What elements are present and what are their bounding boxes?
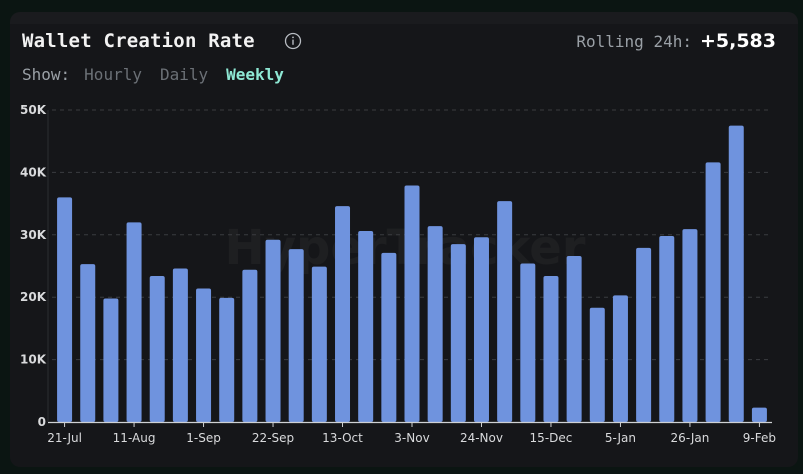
x-tick-label: 13-Oct [322, 431, 363, 445]
x-tick-label: 22-Sep [252, 431, 294, 445]
y-tick-label: 30K [20, 228, 47, 242]
card-header: Wallet Creation Rate Rolling 24h: +5,583 [22, 30, 776, 58]
x-tick-label: 1-Sep [186, 431, 221, 445]
y-tick-label: 10K [20, 353, 47, 367]
y-tick-label: 0 [38, 415, 46, 429]
bar-28-Jul[interactable] [80, 264, 96, 422]
info-icon[interactable] [284, 32, 302, 50]
option-hourly[interactable]: Hourly [84, 65, 142, 84]
option-weekly[interactable]: Weekly [226, 65, 284, 84]
bar-13-Oct[interactable] [335, 206, 351, 422]
chart-card: Wallet Creation Rate Rolling 24h: +5,583… [10, 12, 798, 467]
bar-17-Nov[interactable] [450, 244, 466, 422]
x-axis: 21-Jul 11-Aug 1-Sep 22-Sep 13-Oct 3-Nov 24-Nov… [47, 110, 776, 445]
x-tick-label: 26-Jan [671, 431, 710, 445]
x-tick-label: 9-Feb [743, 431, 776, 445]
bar-15-Dec[interactable] [543, 275, 559, 422]
bar-5-Jan[interactable] [612, 295, 628, 422]
bar-15-Sep[interactable] [242, 269, 258, 422]
y-tick-label: 50K [20, 103, 47, 117]
bar-3-Nov[interactable] [404, 185, 420, 422]
bar-1-Sep[interactable] [196, 288, 212, 422]
bar-9-Feb-prev[interactable] [728, 125, 744, 422]
bar-4-Aug[interactable] [103, 298, 119, 422]
bar-27-Oct[interactable] [381, 252, 397, 422]
bar-1-Dec[interactable] [497, 201, 513, 422]
bar-9-Feb[interactable] [751, 407, 767, 422]
bar-19-Jan[interactable] [659, 236, 675, 422]
bar-22-Sep[interactable] [265, 239, 281, 422]
option-daily[interactable]: Daily [159, 65, 209, 84]
x-tick-label: 21-Jul [47, 431, 82, 445]
timeframe-selector: Show: Hourly Daily Weekly [22, 65, 284, 84]
x-tick-label: 24-Nov [460, 431, 503, 445]
bar-21-Jul[interactable] [57, 197, 73, 422]
bar-26-Jan[interactable] [682, 229, 698, 422]
bar-2-Feb[interactable] [705, 162, 721, 422]
bar-29-Dec[interactable] [589, 307, 605, 422]
bars [57, 125, 767, 422]
bar-8-Dec[interactable] [520, 263, 536, 422]
bar-11-Aug[interactable] [126, 222, 142, 422]
bar-8-Sep[interactable] [219, 297, 235, 422]
rolling-24h: Rolling 24h: +5,583 [576, 30, 776, 52]
bar-24-Nov[interactable] [473, 237, 489, 422]
x-tick-label: 11-Aug [113, 431, 156, 445]
y-tick-label: 40K [20, 165, 47, 179]
x-tick-label: 5-Jan [605, 431, 636, 445]
chart-title: Wallet Creation Rate [22, 30, 255, 52]
bar-6-Oct[interactable] [311, 266, 327, 422]
rolling-label: Rolling 24h: [576, 32, 692, 51]
bar-10-Nov[interactable] [427, 226, 443, 422]
y-tick-label: 20K [20, 290, 47, 304]
bar-25-Aug[interactable] [172, 268, 188, 422]
bar-22-Dec[interactable] [566, 256, 582, 422]
bar-18-Aug[interactable] [149, 275, 165, 422]
x-tick-label: 15-Dec [530, 431, 573, 445]
bar-29-Sep[interactable] [288, 249, 304, 422]
bar-20-Oct[interactable] [358, 231, 374, 422]
rolling-value: +5,583 [699, 30, 776, 52]
y-axis: 0 10K 20K 30K 40K 50K [20, 103, 47, 429]
bar-12-Jan[interactable] [636, 247, 652, 422]
x-tick-label: 3-Nov [394, 431, 429, 445]
show-label: Show: [22, 65, 71, 84]
